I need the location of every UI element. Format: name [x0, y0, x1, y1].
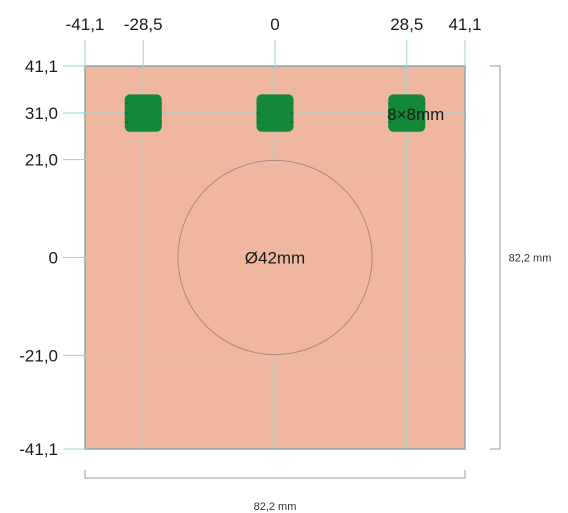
pads [124, 94, 426, 132]
circle-diameter-label: Ø42mm [245, 249, 305, 268]
y-tick-label: 41,1 [25, 57, 58, 76]
pad-size-label: 8×8mm [387, 105, 444, 124]
y-tick-label: 21,0 [25, 151, 58, 170]
x-tick-label: -41,1 [66, 15, 105, 34]
y-tick-label: -41,1 [19, 440, 58, 459]
y-tick-label: -21,0 [19, 346, 58, 365]
x-tick-label: 28,5 [390, 15, 423, 34]
height-bracket [490, 65, 501, 450]
tick-labels: -41,1 -28,5 0 28,5 41,1 41,1 31,0 21,0 0 -21,0 -41… [19, 15, 481, 459]
y-tick-label: 0 [49, 249, 58, 268]
x-tick-label: 0 [270, 15, 279, 34]
x-tick-label: -28,5 [124, 15, 163, 34]
center-circle [177, 159, 373, 356]
width-bracket [84, 470, 466, 479]
dimension-lines [84, 65, 501, 479]
pad [256, 94, 294, 132]
x-tick-label: 41,1 [448, 15, 481, 34]
width-dimension-label: 82,2 mm [254, 501, 297, 513]
y-tick-label: 31,0 [25, 104, 58, 123]
height-dimension-label: 82,2 mm [509, 253, 552, 265]
pad [124, 94, 162, 132]
pad [388, 94, 426, 132]
